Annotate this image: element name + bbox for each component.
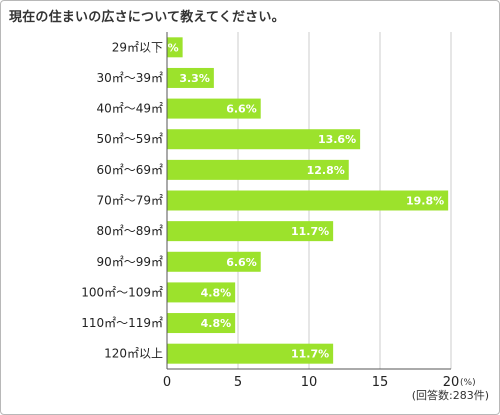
- data-label: 6.6%: [226, 103, 257, 116]
- category-label: 29㎡以下: [112, 40, 163, 54]
- x-tick-label: 15: [372, 375, 389, 390]
- category-label: 50㎡〜59㎡: [96, 132, 163, 146]
- data-label: 11.7%: [291, 348, 329, 361]
- category-label: 70㎡〜79㎡: [96, 194, 163, 208]
- bar: [167, 282, 236, 303]
- x-tick-label: 0: [163, 375, 171, 390]
- data-label: 4.8%: [201, 317, 232, 330]
- bar: [167, 98, 261, 119]
- bar: [167, 129, 361, 150]
- bar: [167, 343, 334, 364]
- category-label: 110㎡〜119㎡: [81, 316, 163, 330]
- category-label: 60㎡〜69㎡: [96, 163, 163, 177]
- bar: [167, 313, 236, 334]
- x-tick-label: 5: [234, 375, 242, 390]
- category-label: 100㎡〜109㎡: [81, 285, 163, 299]
- data-label: 11.7%: [291, 225, 329, 238]
- data-label: 3.3%: [179, 72, 210, 85]
- category-label: 40㎡〜49㎡: [96, 102, 163, 116]
- bar: [167, 251, 261, 272]
- data-label: 1.1%: [148, 41, 179, 54]
- bar: [167, 37, 183, 58]
- bar: [167, 67, 214, 88]
- x-tick-label: 20: [443, 375, 460, 390]
- x-unit-label: (%): [460, 378, 476, 388]
- category-label: 30㎡〜39㎡: [96, 71, 163, 85]
- data-label: 4.8%: [201, 286, 232, 299]
- bar: [167, 190, 449, 211]
- category-label: 120㎡以上: [104, 347, 163, 361]
- category-label: 90㎡〜99㎡: [96, 255, 163, 269]
- bar: [167, 159, 349, 180]
- data-label: 19.8%: [406, 195, 444, 208]
- response-count-note: (回答数:283件): [411, 389, 489, 402]
- data-label: 13.6%: [318, 133, 356, 146]
- data-label: 6.6%: [226, 256, 257, 269]
- data-label: 12.8%: [307, 164, 345, 177]
- chart-title: 現在の住まいの広さについて教えてください。: [9, 10, 285, 25]
- x-tick-label: 10: [301, 375, 318, 390]
- category-label: 80㎡〜89㎡: [96, 224, 163, 238]
- bar: [167, 221, 334, 242]
